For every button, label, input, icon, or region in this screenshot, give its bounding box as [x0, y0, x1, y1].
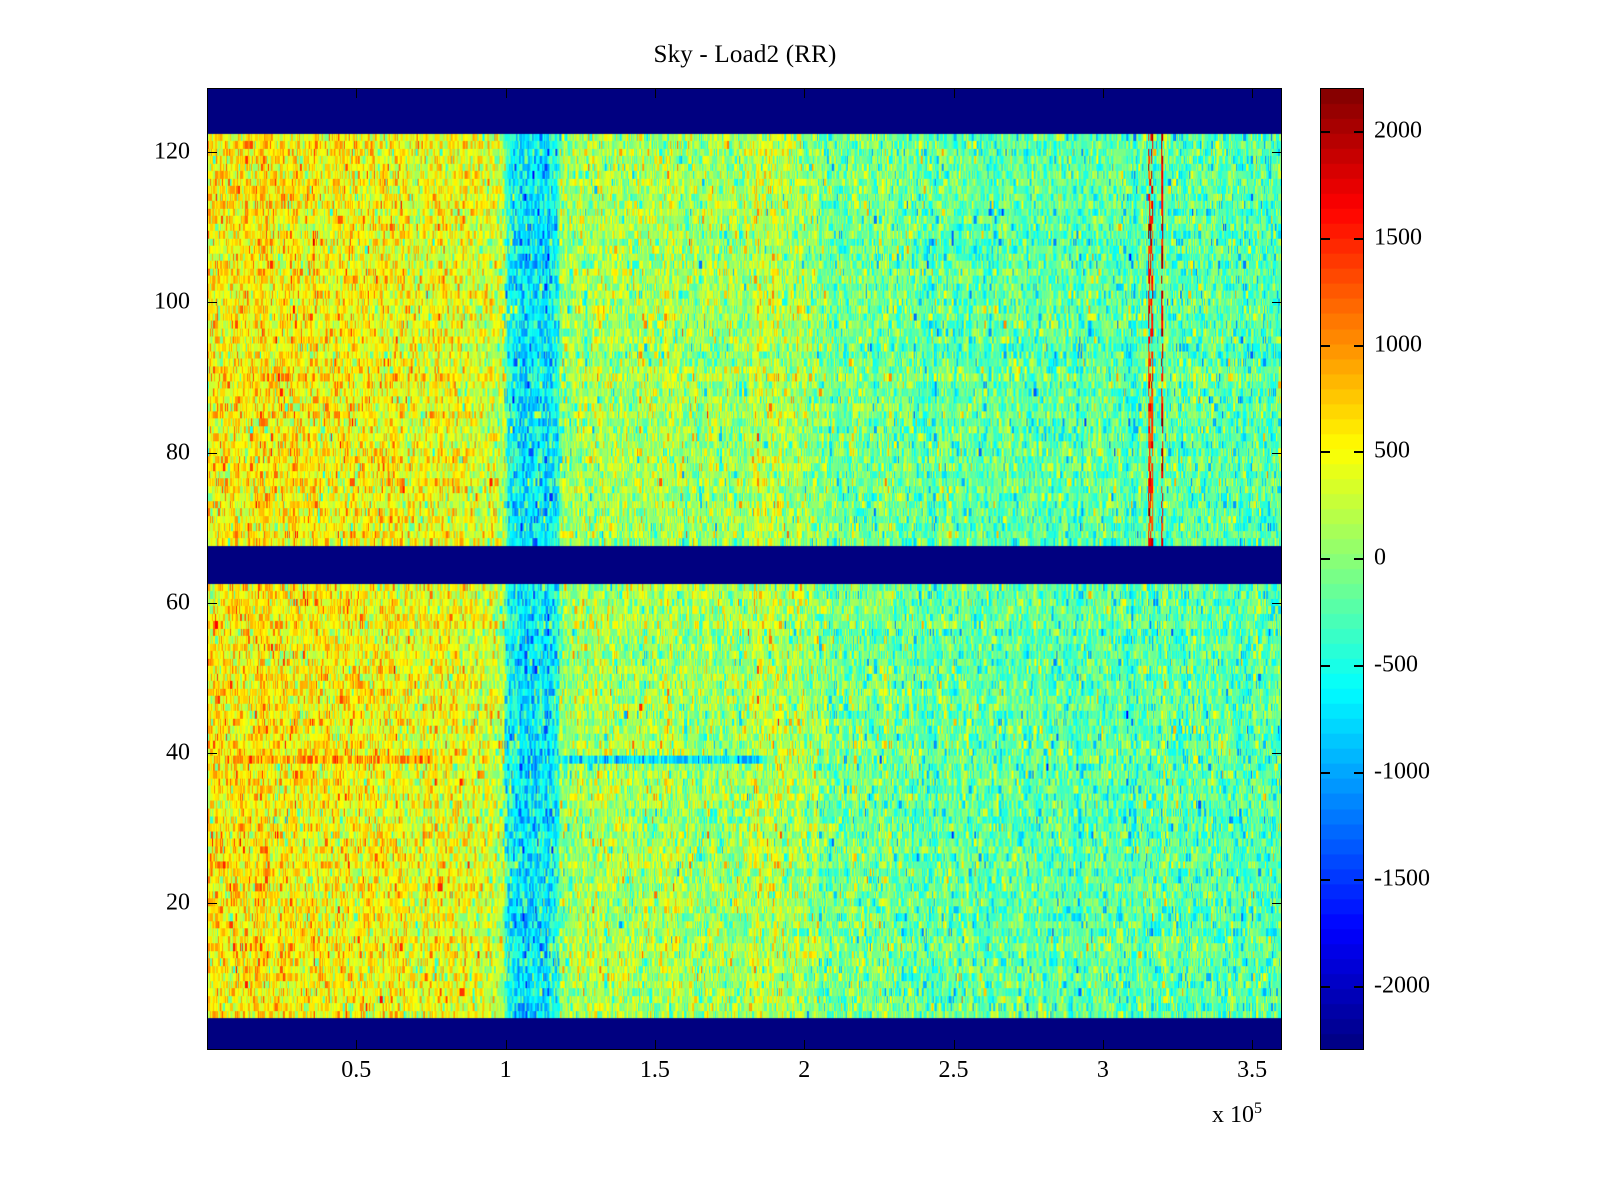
colorbar-label: -2000: [1374, 972, 1430, 999]
x-axis-tick: [953, 1040, 955, 1049]
x-axis-tick-top: [654, 89, 656, 98]
colorbar-tick: [1321, 558, 1330, 561]
x-axis-label: 3: [1096, 1057, 1109, 1083]
colorbar-tick: [1321, 772, 1330, 775]
y-axis-label: 100: [154, 288, 190, 315]
colorbar-tick-right: [1354, 772, 1363, 775]
colorbar-tick: [1321, 130, 1330, 133]
colorbar-label: 1500: [1374, 224, 1422, 251]
colorbar-label: -1000: [1374, 758, 1430, 785]
y-axis-tick-right: [1272, 753, 1281, 755]
heatmap-axes[interactable]: [207, 88, 1282, 1050]
y-axis-tick-right: [1272, 302, 1281, 304]
colorbar-tick: [1321, 878, 1330, 881]
colorbar-tick-right: [1354, 237, 1363, 240]
y-axis-label: 80: [166, 439, 190, 465]
x-axis-tick-top: [1252, 89, 1254, 98]
y-axis-tick: [208, 452, 217, 454]
colorbar-tick-right: [1354, 665, 1363, 668]
colorbar-tick-right: [1354, 985, 1363, 988]
x-axis-label: 2.5: [938, 1057, 969, 1083]
x-axis-exponent: x 105: [1212, 1100, 1262, 1128]
y-axis-label: 60: [166, 589, 190, 616]
colorbar-label: 1000: [1374, 331, 1422, 358]
x-axis-label: 1: [499, 1057, 512, 1083]
x-axis-tick-top: [804, 89, 806, 98]
y-axis-tick-right: [1272, 151, 1281, 153]
colorbar-label: -1500: [1374, 865, 1430, 892]
colorbar-tick-right: [1354, 451, 1363, 454]
colorbar-tick-right: [1354, 558, 1363, 561]
x-axis-label: 3.5: [1237, 1057, 1268, 1083]
x-axis-tick-top: [356, 89, 358, 98]
x-axis-tick: [356, 1040, 358, 1049]
colorbar-tick-right: [1354, 344, 1363, 347]
colorbar[interactable]: [1320, 88, 1364, 1050]
y-axis-tick: [208, 302, 217, 304]
y-axis-tick: [208, 753, 217, 755]
colorbar-label: 2000: [1374, 117, 1422, 144]
colorbar-tick: [1321, 344, 1330, 347]
colorbar-label: 0: [1374, 544, 1386, 571]
heatmap-image: [208, 89, 1281, 1049]
colorbar-tick: [1321, 985, 1330, 988]
colorbar-label: -500: [1374, 651, 1418, 678]
page-title: Sky - Load2 (RR): [653, 41, 837, 68]
y-axis-label: 40: [166, 739, 190, 766]
y-axis-tick: [208, 602, 217, 604]
colorbar-tick: [1321, 665, 1330, 668]
colorbar-tick-right: [1354, 130, 1363, 133]
colorbar-tick-right: [1354, 878, 1363, 881]
y-axis-tick-right: [1272, 903, 1281, 905]
y-axis-label: 20: [166, 889, 190, 916]
colorbar-label: 500: [1374, 437, 1410, 464]
x-axis-tick-top: [953, 89, 955, 98]
y-axis-tick-right: [1272, 602, 1281, 604]
x-axis-tick: [1102, 1040, 1104, 1049]
y-axis-tick: [208, 151, 217, 153]
x-axis-label: 1.5: [639, 1057, 670, 1083]
x-axis-tick-top: [1102, 89, 1104, 98]
x-axis-tick: [1252, 1040, 1254, 1049]
x-axis-label: 0.5: [341, 1057, 372, 1083]
x-axis-tick: [804, 1040, 806, 1049]
colorbar-gradient: [1321, 89, 1363, 1049]
y-axis-tick-right: [1272, 452, 1281, 454]
y-axis-tick: [208, 903, 217, 905]
x-axis-tick-top: [505, 89, 507, 98]
x-axis-label: 2: [798, 1057, 811, 1083]
colorbar-tick: [1321, 237, 1330, 240]
y-axis-label: 120: [154, 138, 190, 165]
x-axis-tick: [505, 1040, 507, 1049]
colorbar-tick: [1321, 451, 1330, 454]
x-axis-tick: [654, 1040, 656, 1049]
